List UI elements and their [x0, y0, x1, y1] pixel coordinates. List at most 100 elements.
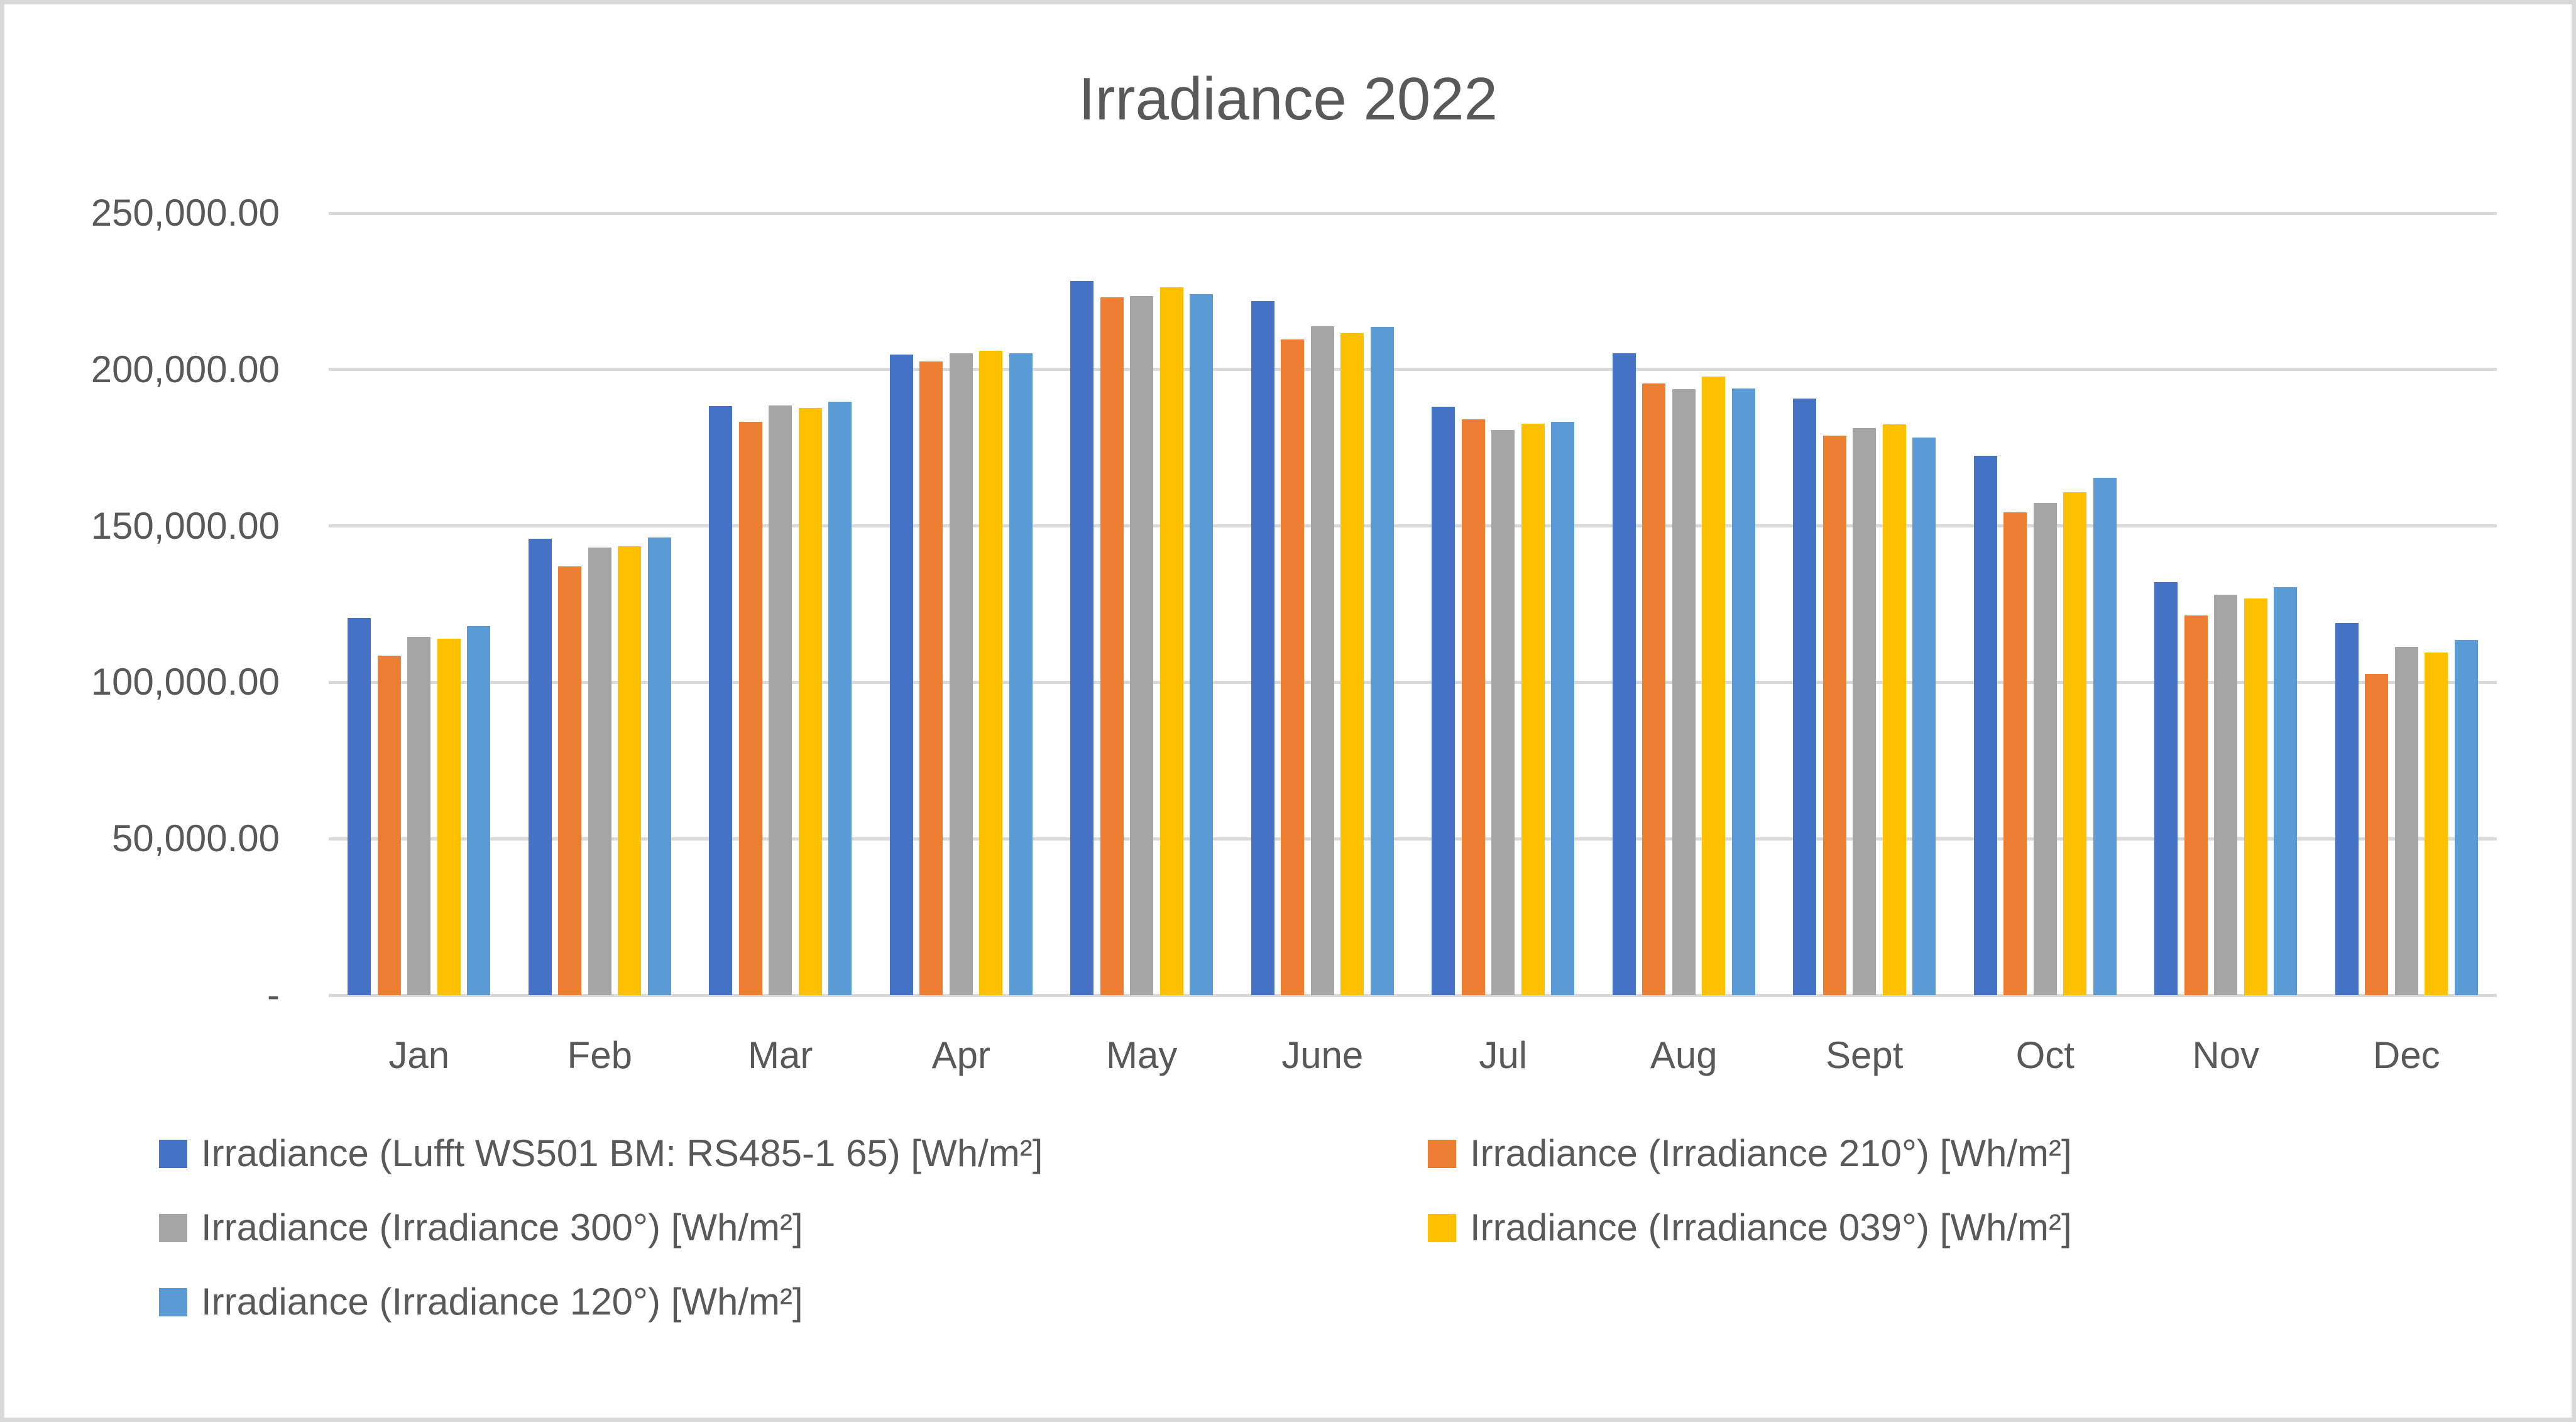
bar: [1822, 435, 1846, 995]
gridline: [329, 211, 2497, 215]
legend-swatch-icon: [159, 1287, 187, 1316]
gridline: [329, 680, 2497, 684]
bar: [2184, 615, 2208, 995]
bar: [1159, 287, 1183, 995]
bar: [1521, 423, 1545, 995]
bar-group-dec: [2316, 213, 2497, 995]
bar: [2093, 477, 2117, 995]
bar: [1702, 377, 1726, 995]
bar: [1251, 301, 1274, 995]
legend-item: Irradiance (Irradiance 300°) [Wh/m²]: [159, 1205, 803, 1250]
chart-title: Irradiance 2022: [1078, 65, 1498, 133]
bar: [1612, 353, 1636, 995]
bar: [1491, 430, 1515, 995]
legend-item: Irradiance (Lufft WS501 BM: RS485-1 65) …: [159, 1131, 1043, 1176]
legend-swatch-icon: [159, 1139, 187, 1168]
bar: [1100, 297, 1124, 995]
x-tick-label: Jul: [1479, 1034, 1528, 1076]
bar-group-oct: [1955, 213, 2136, 995]
bar: [2454, 640, 2478, 995]
bar: [1882, 424, 1906, 995]
bar: [1912, 437, 1936, 995]
bar: [709, 405, 733, 995]
x-tick-label: Nov: [2192, 1034, 2260, 1076]
legend-label: Irradiance (Irradiance 039°) [Wh/m²]: [1470, 1206, 2072, 1248]
bar: [1009, 353, 1033, 995]
x-tick-label: Oct: [2015, 1034, 2075, 1076]
bar: [2365, 673, 2389, 995]
bar: [618, 546, 642, 995]
bar: [558, 566, 582, 995]
bar: [1340, 333, 1364, 995]
bar: [979, 350, 1003, 995]
bar: [1853, 427, 1877, 995]
bar: [2154, 582, 2178, 995]
x-tick-label: Dec: [2372, 1034, 2440, 1076]
bar-group-mar: [690, 213, 871, 995]
gridline: [329, 837, 2497, 841]
bar: [1642, 383, 1666, 995]
y-tick-label: 100,000.00: [90, 661, 280, 703]
bar: [1310, 326, 1334, 995]
bar: [889, 354, 913, 995]
bar: [2244, 598, 2267, 995]
bar: [2003, 512, 2027, 995]
bar: [467, 626, 491, 995]
bar-group-aug: [1594, 213, 1775, 995]
x-tick-label: June: [1281, 1034, 1364, 1076]
x-tick-label: Apr: [931, 1034, 990, 1076]
legend-label: Irradiance (Irradiance 210°) [Wh/m²]: [1470, 1132, 2072, 1174]
legend-swatch-icon: [1428, 1213, 1456, 1242]
bar: [1190, 294, 1214, 995]
bar: [2274, 587, 2298, 995]
bar: [407, 637, 431, 995]
legend-label: Irradiance (Irradiance 120°) [Wh/m²]: [201, 1281, 803, 1323]
x-tick-label: Sept: [1826, 1034, 1904, 1076]
bar-group-jan: [329, 213, 510, 995]
bar: [2033, 502, 2057, 995]
legend-swatch-icon: [159, 1213, 187, 1242]
bar: [2335, 623, 2359, 995]
plot-area: [329, 211, 2497, 997]
bar-group-sept: [1774, 213, 1955, 995]
bar: [2394, 647, 2418, 995]
bar: [949, 353, 973, 995]
bar: [1973, 456, 1997, 995]
bar: [377, 656, 401, 995]
legend-label: Irradiance (Lufft WS501 BM: RS485-1 65) …: [201, 1132, 1043, 1174]
bar: [769, 405, 792, 995]
legend-item: Irradiance (Irradiance 120°) [Wh/m²]: [159, 1279, 803, 1325]
bar: [2214, 595, 2238, 995]
bar: [528, 538, 552, 995]
bar: [588, 548, 611, 995]
y-tick-label: 200,000.00: [90, 348, 280, 390]
bar: [798, 407, 822, 995]
bar: [2425, 652, 2448, 995]
legend-item: Irradiance (Irradiance 039°) [Wh/m²]: [1428, 1205, 2072, 1250]
bar-group-apr: [871, 213, 1052, 995]
x-tick-label: May: [1106, 1034, 1178, 1076]
bar-group-feb: [510, 213, 691, 995]
gridline: [329, 368, 2497, 372]
bar: [738, 422, 762, 995]
bar: [348, 618, 371, 995]
bar: [1370, 327, 1394, 995]
bar-group-nov: [2135, 213, 2316, 995]
y-tick-label: 150,000.00: [90, 504, 280, 547]
bar: [1281, 339, 1305, 995]
bar: [1461, 419, 1485, 995]
y-tick-label: -: [267, 974, 280, 1016]
legend-item: Irradiance (Irradiance 210°) [Wh/m²]: [1428, 1131, 2072, 1176]
x-tick-label: Jan: [388, 1034, 450, 1076]
bar: [919, 361, 943, 995]
bar: [828, 401, 852, 995]
x-tick-label: Mar: [748, 1034, 813, 1076]
legend-label: Irradiance (Irradiance 300°) [Wh/m²]: [201, 1206, 803, 1248]
bar: [1070, 280, 1094, 995]
y-tick-label: 250,000.00: [90, 192, 280, 234]
bar: [647, 537, 671, 995]
bar: [1793, 398, 1817, 995]
bar-group-jul: [1413, 213, 1594, 995]
x-tick-label: Feb: [567, 1034, 632, 1076]
